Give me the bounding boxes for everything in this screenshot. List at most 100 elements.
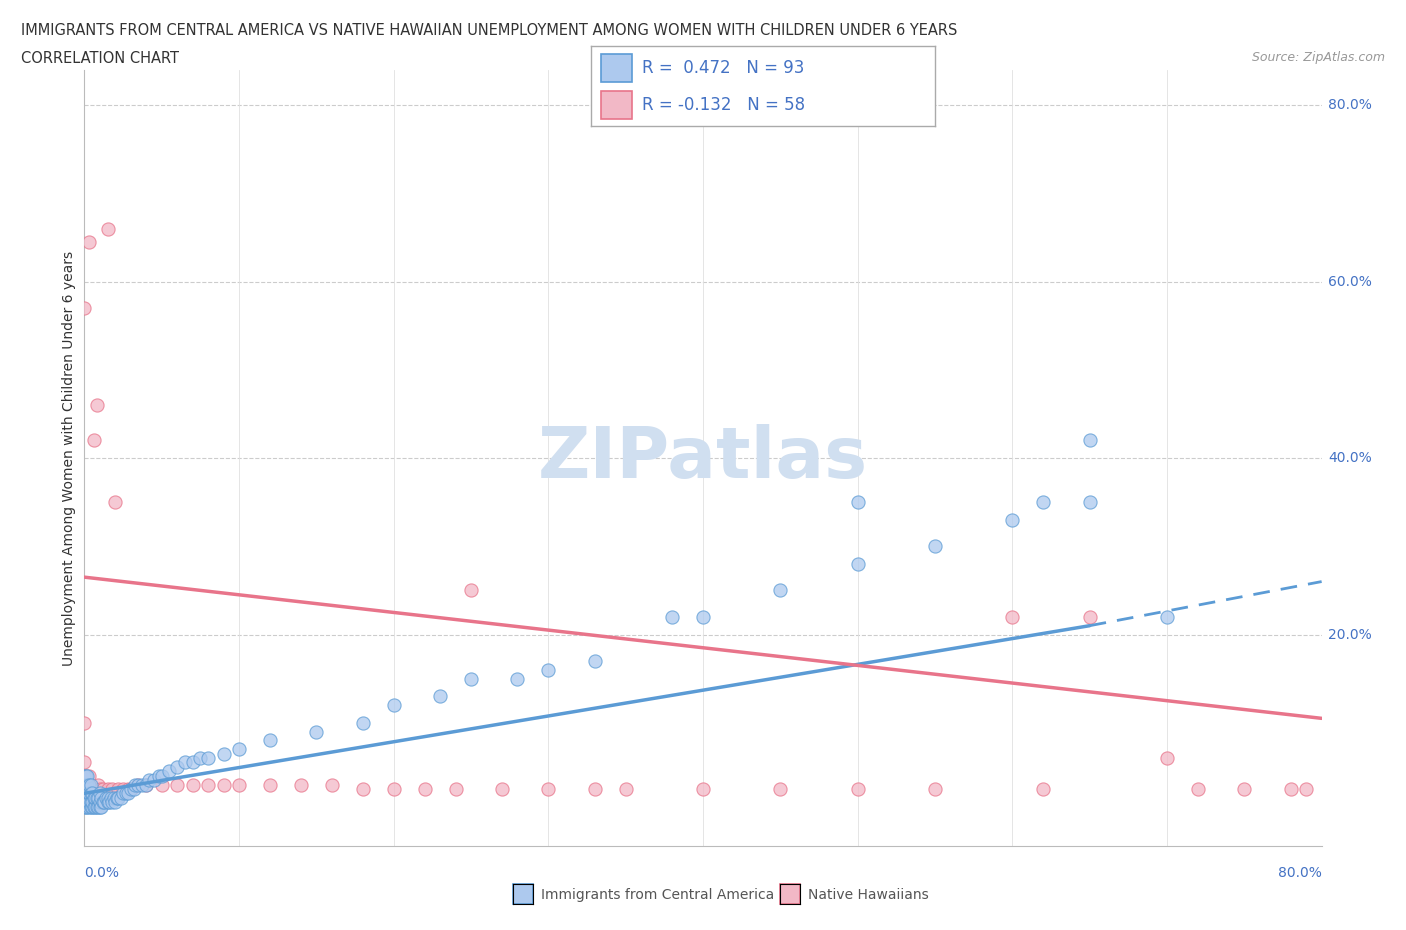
Point <box>661 609 683 624</box>
Point <box>228 742 250 757</box>
Point <box>76 795 98 810</box>
Point <box>924 781 946 796</box>
Point <box>1187 781 1209 796</box>
Point <box>79 777 101 792</box>
Point <box>89 795 111 810</box>
Point <box>1078 609 1101 624</box>
Point <box>537 662 560 677</box>
Point <box>91 795 114 810</box>
Point <box>89 799 111 814</box>
Text: R =  0.472   N = 93: R = 0.472 N = 93 <box>643 59 804 77</box>
Point <box>444 781 467 796</box>
Point <box>127 777 149 792</box>
Point <box>83 799 105 814</box>
Point <box>127 777 149 792</box>
Point <box>104 495 127 510</box>
Point <box>90 790 112 805</box>
Text: 80.0%: 80.0% <box>1327 98 1372 112</box>
Point <box>73 786 96 801</box>
Point <box>1032 781 1054 796</box>
Point <box>73 781 96 796</box>
Point <box>75 799 97 814</box>
Point <box>181 777 204 792</box>
Point <box>84 790 107 805</box>
Point <box>84 799 107 814</box>
Point <box>101 795 124 810</box>
Point <box>321 777 343 792</box>
Point <box>228 777 250 792</box>
Point <box>1233 781 1256 796</box>
Text: 60.0%: 60.0% <box>1327 274 1372 288</box>
Point <box>166 777 188 792</box>
Point <box>846 495 869 510</box>
Point <box>150 777 173 792</box>
Point <box>259 777 281 792</box>
Point <box>692 609 714 624</box>
Point <box>120 781 142 796</box>
Point <box>135 777 157 792</box>
Point <box>614 781 637 796</box>
Point <box>86 398 108 413</box>
Point <box>769 583 792 598</box>
Text: Immigrants from Central America: Immigrants from Central America <box>541 887 775 902</box>
Point <box>115 786 138 801</box>
Point <box>77 768 100 783</box>
Text: 80.0%: 80.0% <box>1278 866 1322 880</box>
Point <box>77 799 100 814</box>
Point <box>89 781 111 796</box>
Point <box>73 715 96 730</box>
Point <box>138 773 160 788</box>
Bar <box>600 54 631 82</box>
Point <box>73 768 96 783</box>
Point <box>87 777 110 792</box>
Point <box>117 781 139 796</box>
Point <box>98 795 121 810</box>
Point <box>107 790 129 805</box>
Text: Native Hawaiians: Native Hawaiians <box>808 887 929 902</box>
Point <box>846 781 869 796</box>
Point <box>96 781 118 796</box>
Point <box>159 764 180 778</box>
Point <box>96 795 118 810</box>
Point <box>75 786 97 801</box>
Point <box>1001 609 1024 624</box>
Point <box>112 781 135 796</box>
Point <box>197 751 219 765</box>
Point <box>491 781 513 796</box>
Point <box>460 671 482 686</box>
Point <box>1001 512 1024 527</box>
Text: 0.0%: 0.0% <box>84 866 120 880</box>
Point <box>79 781 101 796</box>
Point <box>75 777 97 792</box>
Point <box>75 795 97 810</box>
Point <box>135 777 157 792</box>
Text: IMMIGRANTS FROM CENTRAL AMERICA VS NATIVE HAWAIIAN UNEMPLOYMENT AMONG WOMEN WITH: IMMIGRANTS FROM CENTRAL AMERICA VS NATIV… <box>21 23 957 38</box>
Point <box>77 777 100 792</box>
Point <box>75 781 97 796</box>
Point <box>212 746 235 761</box>
Point <box>86 790 108 805</box>
Point <box>86 799 108 814</box>
Point <box>1032 495 1054 510</box>
Point <box>93 795 115 810</box>
Point <box>82 799 104 814</box>
Point <box>75 768 97 783</box>
Point <box>352 781 374 796</box>
Point <box>104 795 127 810</box>
Point <box>174 755 197 770</box>
Text: ZIPatlas: ZIPatlas <box>538 423 868 493</box>
Point <box>506 671 529 686</box>
Point <box>1295 781 1317 796</box>
Point <box>73 777 96 792</box>
Point <box>76 786 98 801</box>
Point <box>122 781 145 796</box>
Point <box>103 790 125 805</box>
Point <box>150 768 173 783</box>
Point <box>75 768 97 783</box>
Text: CORRELATION CHART: CORRELATION CHART <box>21 51 179 66</box>
Y-axis label: Unemployment Among Women with Children Under 6 years: Unemployment Among Women with Children U… <box>62 250 76 666</box>
Point <box>105 790 128 805</box>
Text: 40.0%: 40.0% <box>1327 451 1372 465</box>
Point <box>124 777 146 792</box>
Point <box>100 790 122 805</box>
